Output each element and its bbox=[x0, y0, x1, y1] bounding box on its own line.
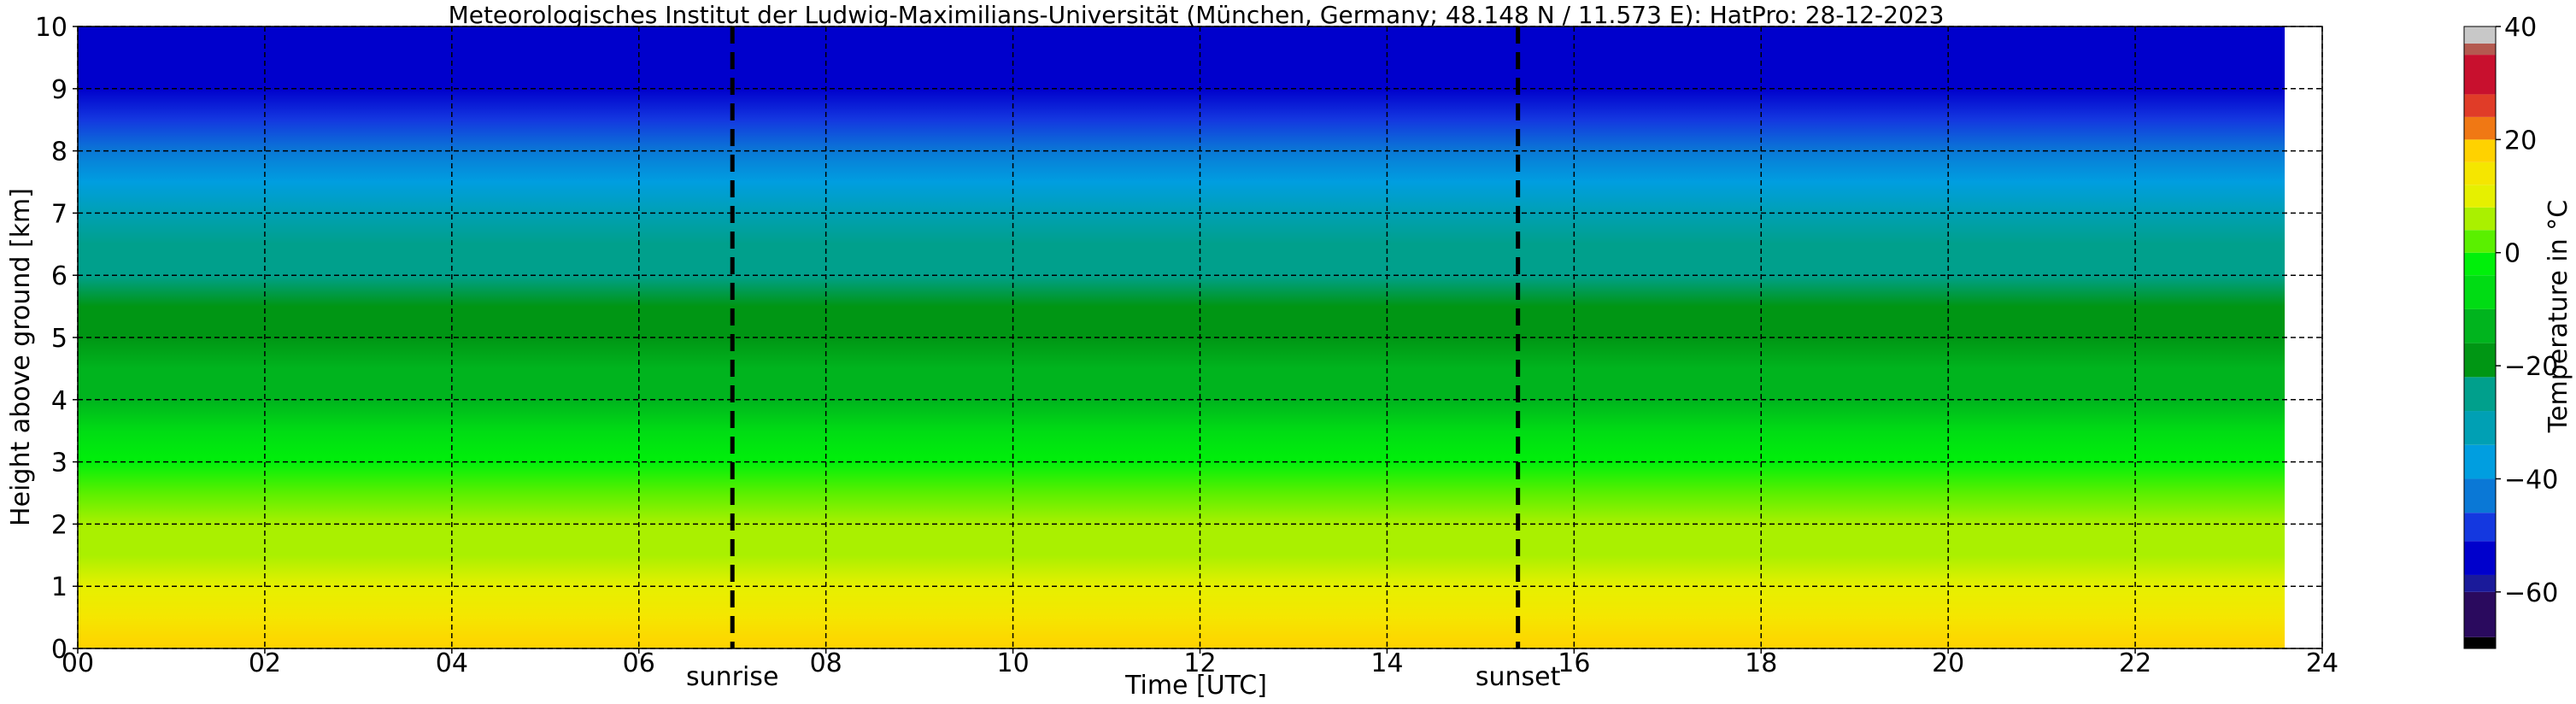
colorbar-segment bbox=[2464, 161, 2496, 185]
colorbar-segment bbox=[2464, 185, 2496, 208]
colorbar-tick-label: 0 bbox=[2504, 239, 2520, 269]
annotation-label-sunrise: sunrise bbox=[686, 662, 778, 692]
y-tick-label: 10 bbox=[35, 13, 67, 43]
colorbar-segment bbox=[2464, 591, 2496, 637]
annotations: sunrise sunset bbox=[686, 26, 1561, 692]
y-tick-label: 9 bbox=[51, 75, 67, 105]
x-tick-label: 20 bbox=[1932, 648, 1964, 678]
y-tick-label: 1 bbox=[51, 572, 67, 602]
colorbar-segment bbox=[2464, 55, 2496, 95]
x-tick-label: 22 bbox=[2119, 648, 2151, 678]
x-tick-label: 06 bbox=[623, 648, 655, 678]
colorbar-segment bbox=[2464, 43, 2496, 56]
colorbar-segment bbox=[2464, 275, 2496, 309]
colorbar-ticks: 40 20 0 −20 −40 −60 bbox=[2496, 13, 2558, 608]
x-tick-label: 18 bbox=[1745, 648, 1777, 678]
colorbar-segment bbox=[2464, 574, 2496, 592]
y-axis: 0 1 2 3 4 5 6 7 8 9 10 bbox=[35, 13, 78, 665]
colorbar-label: Temperature in °C bbox=[2544, 200, 2573, 433]
y-tick-label: 5 bbox=[51, 324, 67, 354]
y-tick-label: 0 bbox=[51, 635, 67, 665]
y-tick-label: 7 bbox=[51, 199, 67, 229]
x-tick-label: 02 bbox=[249, 648, 281, 678]
colorbar-tick-label: −40 bbox=[2504, 465, 2558, 495]
colorbar-tick-label: 40 bbox=[2504, 13, 2537, 43]
colorbar-segment bbox=[2464, 308, 2496, 343]
x-axis-label: Time [UTC] bbox=[1124, 671, 1267, 701]
y-tick-label: 3 bbox=[51, 449, 67, 478]
y-tick-label: 8 bbox=[51, 138, 67, 167]
x-tick-label: 08 bbox=[810, 648, 842, 678]
x-tick-label: 24 bbox=[2306, 648, 2338, 678]
x-tick-label: 04 bbox=[436, 648, 468, 678]
colorbar-segment bbox=[2464, 343, 2496, 378]
colorbar-segment bbox=[2464, 230, 2496, 253]
colorbar bbox=[2463, 26, 2497, 649]
colorbar-segment bbox=[2464, 541, 2496, 575]
colorbar-segment bbox=[2464, 478, 2496, 513]
colorbar-segment bbox=[2464, 377, 2496, 412]
y-tick-label: 2 bbox=[51, 510, 67, 540]
chart-title: Meteorologisches Institut der Ludwig-Max… bbox=[449, 1, 1945, 29]
colorbar-tick-label: 20 bbox=[2504, 126, 2537, 155]
colorbar-segment bbox=[2464, 637, 2496, 648]
colorbar-segment bbox=[2464, 139, 2496, 162]
x-tick-label: 12 bbox=[1183, 648, 1216, 678]
x-axis: 00 02 04 06 08 10 12 14 16 18 20 22 24 bbox=[62, 648, 2338, 678]
y-tick-label: 6 bbox=[51, 261, 67, 291]
annotation-label-sunset: sunset bbox=[1476, 662, 1561, 692]
y-axis-label: Height above ground [km] bbox=[6, 188, 36, 526]
x-tick-label: 14 bbox=[1370, 648, 1403, 678]
colorbar-frame bbox=[2463, 26, 2497, 649]
colorbar-segment bbox=[2464, 116, 2496, 140]
colorbar-segment bbox=[2464, 444, 2496, 479]
colorbar-tick-label: −20 bbox=[2504, 352, 2558, 382]
colorbar-segment bbox=[2464, 513, 2496, 542]
colorbar-segment bbox=[2464, 207, 2496, 231]
colorbar-segment bbox=[2464, 94, 2496, 117]
x-tick-label: 16 bbox=[1558, 648, 1590, 678]
x-tick-label: 10 bbox=[996, 648, 1029, 678]
colorbar-segment bbox=[2464, 411, 2496, 445]
y-tick-label: 4 bbox=[51, 386, 67, 416]
colorbar-segment bbox=[2464, 252, 2496, 276]
colorbar-tick-label: −60 bbox=[2504, 578, 2558, 608]
x-tick-label: 00 bbox=[62, 648, 94, 678]
colorbar-segment bbox=[2464, 26, 2496, 44]
